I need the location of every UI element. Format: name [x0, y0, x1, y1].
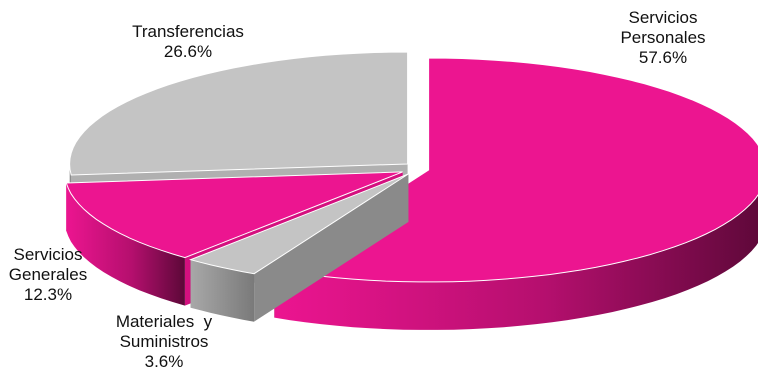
pie-slice-0-outer-wall: [274, 194, 758, 330]
slice-value: 12.3%: [23, 285, 73, 304]
pie-slice-2-top: [65, 171, 403, 259]
slice-label-servicios-personales: Servicios Personales 57.6%: [598, 8, 728, 68]
slice-name-line: Suministros: [119, 332, 209, 351]
pie-slices: [65, 51, 758, 330]
slice-name-line: Generales: [8, 265, 88, 284]
pie-slice-1: [188, 173, 409, 322]
pie-slice-3-top: [69, 51, 409, 176]
slice-name-line: Personales: [620, 28, 706, 47]
pie-slice-2-outer-wall: [66, 183, 185, 306]
pie-slice-1-top: [188, 173, 409, 275]
slice-label-transferencias: Transferencias 26.6%: [108, 22, 268, 62]
slice-name-line: Servicios: [628, 8, 698, 27]
slice-label-servicios-generales: Servicios Generales 12.3%: [0, 245, 96, 305]
slice-value: 26.6%: [163, 42, 213, 61]
slice-label-materiales-suministros: Materiales y Suministros 3.6%: [96, 312, 232, 372]
pie-slice-1-outer-wall: [190, 259, 255, 322]
slice-value: 57.6%: [638, 48, 688, 67]
slice-name-line: Materiales y: [115, 312, 213, 331]
slice-name-line: Servicios: [13, 245, 83, 264]
slice-name-line: Transferencias: [132, 22, 244, 41]
slice-value: 3.6%: [144, 352, 184, 371]
